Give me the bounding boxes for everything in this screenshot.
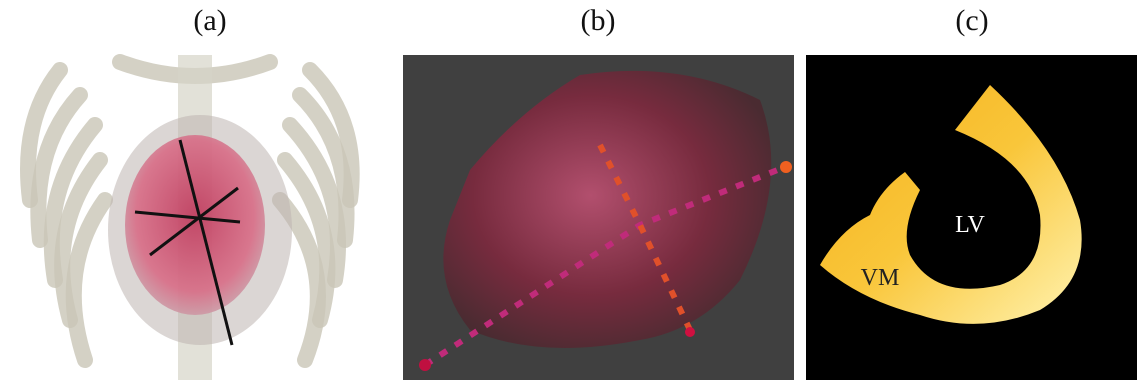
panel-c-image: LV VM [806, 55, 1137, 380]
panel-a-image [0, 55, 388, 380]
panel-label: (b) [581, 4, 616, 37]
page: {"panels": [{"label": "(a)"}, {"label": … [0, 0, 1137, 380]
annotation: VM [861, 265, 900, 291]
figure: (a) (b) (c) [0, 0, 1137, 380]
panel-b-image [403, 55, 794, 380]
panel-label: (a) [193, 4, 226, 37]
annotation: LV [955, 212, 985, 238]
panel-label: (c) [955, 4, 988, 37]
